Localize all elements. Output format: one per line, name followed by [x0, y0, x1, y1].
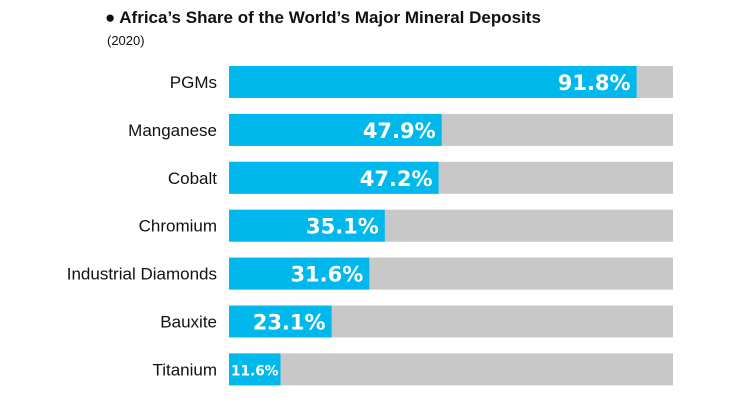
category-label: PGMs [170, 73, 217, 92]
bar-track [229, 353, 673, 386]
bar-industrial-diamonds [229, 257, 370, 290]
bar-manganese [229, 113, 442, 146]
value-label: 47.9% [363, 119, 436, 143]
bar-cobalt [229, 161, 439, 194]
chart-title: ● Africa’s Share of the World’s Major Min… [105, 8, 541, 28]
value-label: 35.1% [306, 215, 379, 239]
title-text: Africa’s Share of the World’s Major Mine… [119, 8, 541, 27]
chart-subtitle: (2020) [107, 33, 145, 48]
category-label: Bauxite [160, 313, 217, 332]
bar-titanium [229, 353, 281, 386]
category-label: Industrial Diamonds [67, 265, 217, 284]
bar-chromium [229, 209, 385, 242]
value-label: 11.6% [231, 363, 279, 379]
category-label: Chromium [139, 217, 217, 236]
category-label: Cobalt [168, 169, 217, 188]
category-label: Manganese [128, 121, 217, 140]
value-label: 91.8% [558, 71, 631, 95]
value-label: 31.6% [290, 263, 363, 287]
bar-pgms [229, 66, 637, 98]
title-bullet: ● [105, 8, 116, 27]
bar-bauxite [229, 305, 332, 338]
value-label: 47.2% [360, 167, 433, 191]
value-label: 23.1% [253, 311, 326, 335]
category-label: Titanium [152, 360, 217, 379]
